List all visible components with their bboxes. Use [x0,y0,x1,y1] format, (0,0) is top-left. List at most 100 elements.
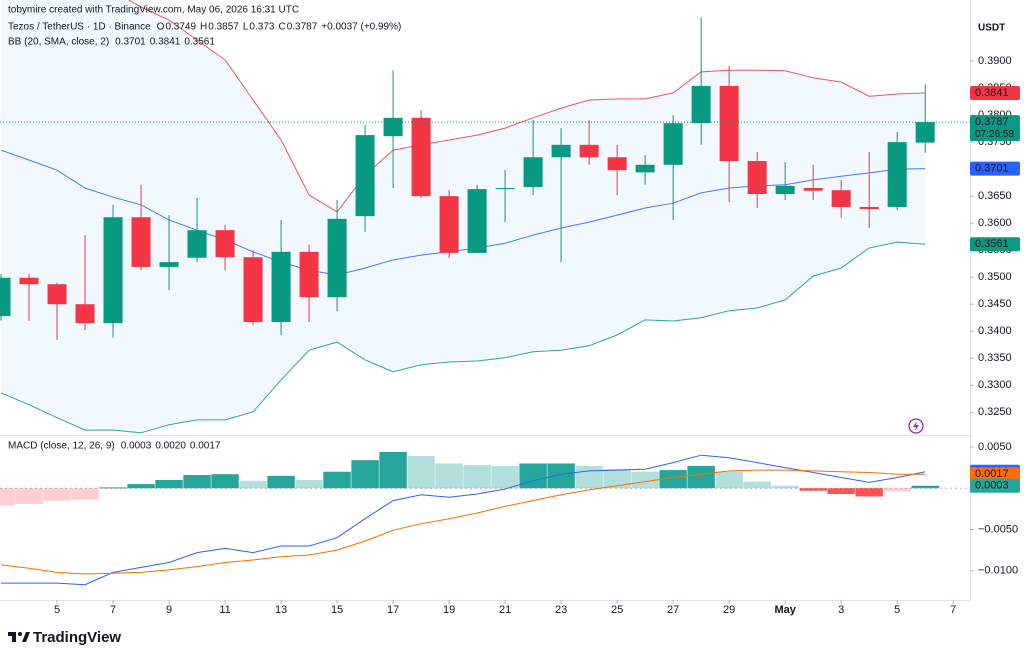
logo-dot [18,632,22,636]
macd-hist-value: 0.0003 [121,441,152,452]
candle-body [915,122,935,143]
alert-bolt [913,421,919,431]
change: +0.0037 (+0.99%) [321,22,401,33]
histogram-badge-label: 0.0003 [975,480,1009,492]
macd-line [1,454,926,586]
candle-body [243,257,263,323]
candle-body [775,185,795,194]
ohlc-value: 0.3787 [287,22,318,33]
ohlc-letter: L [243,22,249,33]
x-tick-label: 3 [838,604,844,616]
x-tick-label: 17 [387,604,399,616]
ohlc-value: 0.373 [249,22,274,33]
candle-body [411,117,431,197]
ohlc-letter: C [278,22,285,33]
bb-lower [0,241,926,434]
histogram-bar [715,471,743,489]
credit: tobymire created with TradingView.com, M… [8,5,299,16]
bb-title: BB (20, SMA, close, 2) [8,37,109,48]
candle-body [327,218,347,298]
histogram-bar [799,488,827,491]
candle-body [271,251,291,323]
candle-body [551,144,571,158]
candle-body [467,189,487,253]
symbol: Tezos / TetherUS · 1D · Binance [8,22,151,33]
signal-badge [970,467,1020,482]
x-tick-label: 25 [611,604,623,616]
histogram-bar [463,465,491,489]
lower-badge-label: 0.3561 [975,238,1009,250]
histogram-bar [575,465,603,489]
logo-text: TradingView [33,629,121,646]
candle-body [47,284,67,305]
histogram-bar [351,460,379,489]
candle-body [159,262,179,267]
candle-body [19,277,39,285]
x-tick-label: 7 [950,604,956,616]
candle-body [523,157,543,187]
countdown: 07:26:58 [975,129,1014,140]
histogram-bar [295,479,323,489]
ohlc-value: 0.3749 [165,22,196,33]
candle-body [859,206,879,210]
bb-basis-value: 0.3701 [115,37,146,48]
candle-body [103,217,123,324]
price-badge [970,115,1020,142]
x-tick-label: 27 [667,604,679,616]
candle-body [579,144,599,158]
histogram-bar [155,479,183,489]
x-tick-label: 23 [555,604,567,616]
candle-body [747,161,767,194]
axes: 0.3250 0.3300 0.3350 0.3400 0.3450 0.3500 0.35… [54,55,1020,616]
x-tick-label: 19 [443,604,455,616]
histogram-bar [267,475,295,489]
y-tick-label: 0.3600 [978,217,1012,229]
histogram-bar [71,488,99,500]
y-tick-label: 0.3650 [978,190,1012,202]
x-tick-label: 21 [499,604,511,616]
macd-y-tick-label: 0.0050 [978,441,1012,453]
histogram-bar [855,488,883,497]
candle-body [0,277,11,317]
upper-badge-label: 0.3841 [975,87,1009,99]
ohlc-letter: O [157,22,165,33]
signal-value: 0.0017 [190,441,221,452]
legend: tobymire created with TradingView.com, M… [8,5,401,452]
x-tick-label: 13 [275,604,287,616]
bb-upper-value: 0.3841 [150,37,181,48]
candle-body [187,230,207,258]
histogram-bar [0,488,15,506]
bb-lower-value: 0.3561 [184,37,215,48]
price-badge-label: 0.3787 [975,116,1009,128]
macd-y-tick-label: −0.0050 [978,523,1018,535]
histogram-badge [970,478,1020,493]
price-pane [0,0,970,434]
logo: TradingView [8,629,121,646]
candle-body [719,85,739,162]
histogram-bar [407,456,435,489]
histogram-bar [883,488,911,492]
histogram-bar [211,474,239,489]
macd-title: MACD (close, 12, 26, 9) [8,441,115,452]
y-tick-label: 0.3450 [978,298,1012,310]
y-tick-label: 0.3900 [978,55,1012,67]
candle-body [663,123,683,165]
x-tick-label: 11 [219,604,230,616]
histogram-bar [183,475,211,489]
candle-body [131,217,151,267]
histogram-bar [379,451,407,489]
histogram-bar [631,471,659,489]
y-tick-label: 0.3300 [978,379,1012,391]
macd-y-tick-label: −0.0100 [978,565,1018,577]
histogram-bar [603,469,631,489]
ohlc-letter: H [200,22,207,33]
ohlc-value: 0.3857 [208,22,239,33]
histogram-bar [99,487,127,489]
currency: USDT [978,23,1005,34]
x-tick-label: 5 [894,604,900,616]
macd-pane [0,451,970,586]
candle-body [383,117,403,137]
histogram-bar [911,485,939,489]
